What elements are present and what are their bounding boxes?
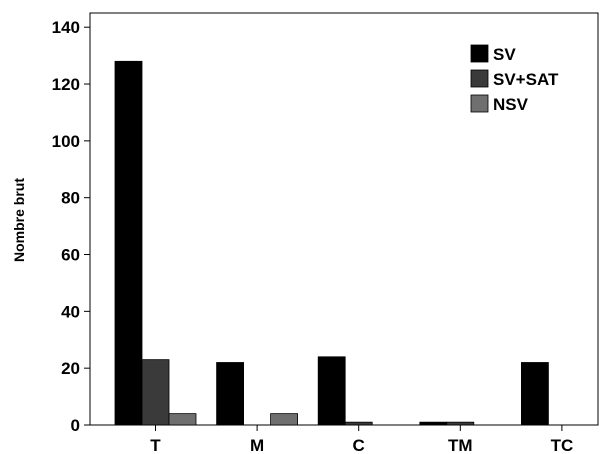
y-tick-label: 140 [52,18,80,37]
y-tick-label: 80 [61,189,80,208]
bar-nsv-m [270,413,299,426]
y-axis: 0 20 40 60 80 100 120 140 [52,18,90,435]
y-tick-label: 40 [61,302,80,321]
x-tick-label: C [353,436,365,454]
legend-swatch-sv-sat [470,69,489,88]
bar-sv-sat-t [141,359,170,426]
y-tick-label: 20 [61,359,80,378]
y-tick-label: 120 [52,75,80,94]
legend-label-sv-sat: SV+SAT [493,70,559,89]
legend-label-sv: SV [493,45,516,64]
x-tick-label: TM [448,436,473,454]
bar-sv-m [216,362,245,426]
x-axis: T M C TM TC [150,425,573,454]
y-tick-label: 0 [71,416,80,435]
bar-sv-t [114,60,143,426]
x-tick-label: T [150,436,161,454]
legend-swatch-sv [470,44,489,63]
bar-sv-c [317,356,346,426]
bars [114,60,549,426]
bar-nsv-t [168,413,197,426]
bar-sv-sat-c [344,421,373,426]
bar-sv-sat-tm [446,421,475,426]
bar-sv-tm [419,421,448,426]
x-tick-label: M [250,436,264,454]
y-tick-label: 100 [52,132,80,151]
y-axis-title: Nombre brut [11,178,27,262]
legend-swatch-nsv [470,94,489,113]
y-tick-label: 60 [61,246,80,265]
x-tick-label: TC [551,436,574,454]
legend: SV SV+SAT NSV [470,44,559,114]
bar-sv-tc [521,362,549,426]
legend-label-nsv: NSV [493,95,529,114]
